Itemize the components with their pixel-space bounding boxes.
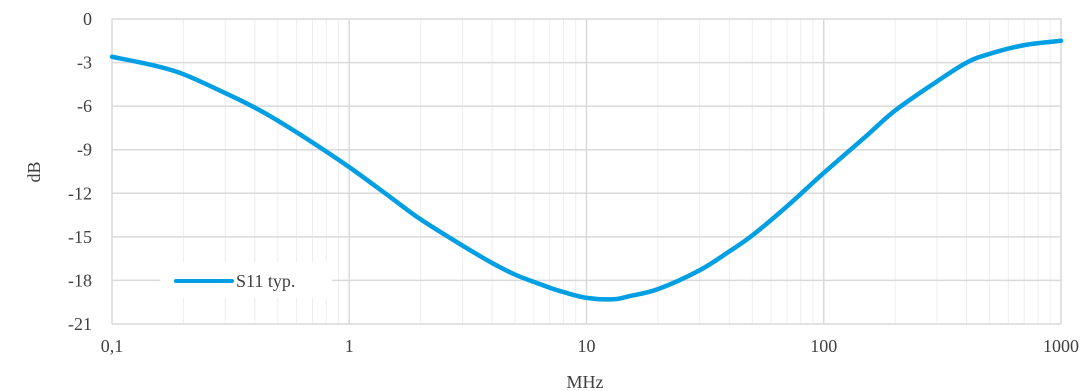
y-axis-title: dB xyxy=(24,161,44,182)
series-line-s11 xyxy=(109,38,1064,302)
y-tick-label: 0 xyxy=(83,9,92,29)
y-tick-label: -18 xyxy=(68,270,92,290)
x-tick-label: 1 xyxy=(345,336,354,356)
x-tick-labels: 0,1 1 10 100 1000 xyxy=(101,336,1079,356)
y-tick-label: -9 xyxy=(77,140,92,160)
y-tick-label: -6 xyxy=(77,96,92,116)
legend: S11 typ. xyxy=(160,262,332,298)
y-tick-label: -21 xyxy=(68,314,92,334)
x-tick-label: 0,1 xyxy=(101,336,124,356)
y-tick-label: -3 xyxy=(77,53,92,73)
x-tick-label: 100 xyxy=(810,336,837,356)
y-tick-label: -15 xyxy=(68,227,92,247)
x-tick-label: 1000 xyxy=(1043,336,1079,356)
x-tick-label: 10 xyxy=(578,336,596,356)
major-gridlines xyxy=(111,18,1062,325)
x-axis-title: MHz xyxy=(567,372,604,391)
minor-gridlines xyxy=(182,19,1051,324)
y-tick-label: -12 xyxy=(68,183,92,203)
y-tick-labels: 0 -3 -6 -9 -12 -15 -18 -21 xyxy=(68,9,92,334)
series-group xyxy=(109,38,1064,302)
legend-label: S11 typ. xyxy=(236,271,295,291)
